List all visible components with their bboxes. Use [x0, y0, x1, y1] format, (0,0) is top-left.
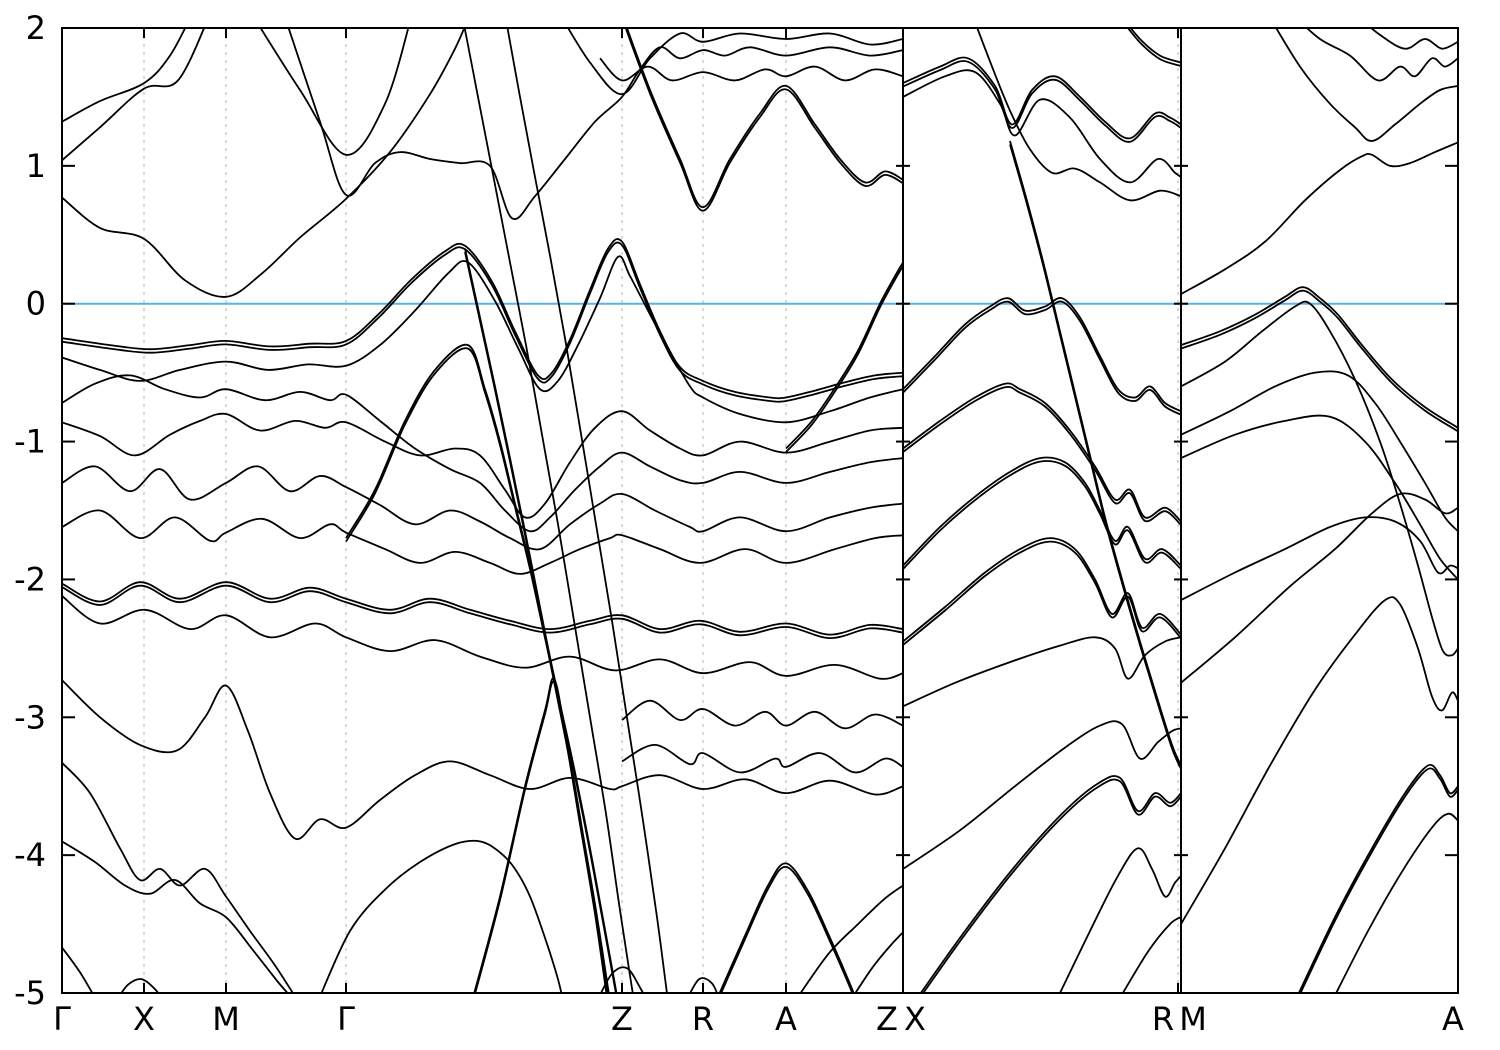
- band-curve: [902, 56, 1182, 140]
- band-curve: [62, 584, 904, 640]
- band-curve: [1180, 516, 1458, 601]
- kpoint-label: A: [775, 1000, 797, 1038]
- band-curve: [902, 386, 1182, 526]
- band-curve: [919, 775, 1182, 993]
- y-tick-label: -4: [14, 836, 46, 874]
- y-tick-label: -1: [14, 423, 46, 461]
- y-tick-label: 1: [26, 147, 46, 185]
- band-curve: [1297, 763, 1458, 993]
- band-curve: [1335, 812, 1458, 993]
- y-tick-label: 0: [26, 285, 46, 323]
- band-curve: [320, 839, 563, 993]
- band-curve: [902, 300, 1182, 416]
- y-tick-label: -2: [14, 560, 46, 598]
- band-curve: [902, 382, 1182, 523]
- band-curve: [599, 57, 904, 82]
- band-curve: [259, 28, 410, 156]
- band-curve: [62, 28, 206, 161]
- kpoint-label: R: [1152, 1000, 1174, 1038]
- band-curve: [62, 509, 904, 575]
- band-curve: [785, 265, 904, 453]
- kpoint-label: M: [212, 1000, 240, 1038]
- kpoint-label: Γ: [53, 1000, 71, 1038]
- band-curve: [567, 28, 904, 96]
- band-curve: [1180, 414, 1458, 581]
- band-curve: [1180, 286, 1458, 429]
- band-curve: [718, 862, 855, 993]
- band-curve: [62, 410, 904, 519]
- band-curve: [922, 778, 1182, 993]
- band-curve: [720, 866, 854, 993]
- band-curve: [1180, 289, 1458, 433]
- band-curve: [62, 762, 294, 993]
- y-tick-label: -3: [14, 698, 46, 736]
- band-curve: [621, 699, 904, 730]
- band-curve: [902, 297, 1182, 413]
- band-curve: [474, 680, 608, 993]
- band-curve: [799, 884, 904, 993]
- band-curve: [1059, 847, 1182, 993]
- band-curve: [62, 679, 904, 840]
- band-curve: [62, 595, 904, 680]
- band-curve: [1126, 28, 1182, 67]
- kpoint-label: A: [1442, 1000, 1464, 1038]
- y-tick-label: -5: [14, 974, 46, 1012]
- band-curve: [62, 946, 94, 993]
- band-curve: [976, 28, 1182, 202]
- band-curve: [345, 347, 617, 993]
- band-curve: [62, 238, 904, 400]
- band-curve: [506, 28, 668, 993]
- band-curve: [902, 720, 1182, 870]
- kpoint-label: Z: [611, 1000, 633, 1038]
- band-curve: [1180, 300, 1458, 657]
- band-curve: [62, 374, 904, 533]
- band-curve: [1180, 596, 1458, 925]
- band-curve: [62, 28, 187, 123]
- band-curve: [902, 537, 1182, 643]
- band-curve: [902, 69, 1182, 184]
- band-curve: [463, 28, 634, 993]
- band-curve: [902, 60, 1182, 143]
- band-curve: [62, 255, 904, 424]
- band-curve: [62, 241, 904, 403]
- band-curve: [902, 540, 1182, 646]
- band-curve: [120, 978, 160, 993]
- kpoint-label: M: [1179, 1000, 1207, 1038]
- band-curve: [902, 460, 1182, 570]
- kpoint-label: Z: [876, 1000, 898, 1038]
- kpoint-label: Γ: [337, 1000, 355, 1038]
- band-curve: [1305, 28, 1458, 82]
- band-curve: [62, 28, 466, 298]
- band-curve: [621, 743, 904, 774]
- band-curve: [626, 28, 904, 209]
- band-curve: [902, 456, 1182, 567]
- kpoint-label: R: [692, 1000, 714, 1038]
- band-curve: [902, 636, 1182, 708]
- band-curve: [1275, 28, 1458, 142]
- band-curve: [1299, 767, 1458, 993]
- band-curve: [1180, 141, 1458, 295]
- band-curve: [624, 28, 904, 212]
- band-curve: [854, 931, 904, 993]
- plot-border: [61, 27, 1459, 994]
- band-curve: [1180, 370, 1458, 532]
- band-curve: [785, 261, 904, 450]
- kpoint-label: X: [904, 1000, 926, 1038]
- band-curve: [1369, 28, 1458, 50]
- band-curve: [1009, 144, 1182, 770]
- band-curve: [1129, 28, 1182, 64]
- band-curves-group: [62, 28, 1458, 993]
- band-curve: [62, 840, 289, 993]
- band-curve: [62, 581, 904, 636]
- y-tick-label: 2: [26, 9, 46, 47]
- band-curve: [1121, 916, 1182, 993]
- band-curve: [62, 465, 904, 551]
- band-curve: [287, 28, 904, 220]
- band-curve: [1180, 492, 1458, 684]
- kpoint-label: X: [133, 1000, 155, 1038]
